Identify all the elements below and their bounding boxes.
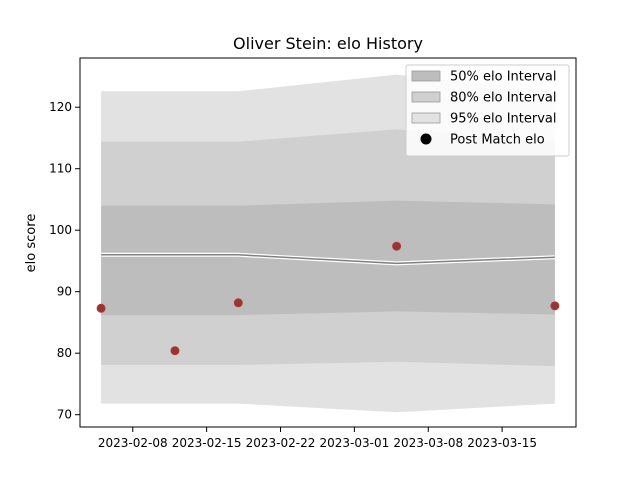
x-tick-label: 2023-03-15 [467,436,537,450]
post-match-point [96,303,106,313]
y-tick-label: 110 [49,162,72,176]
legend-swatch-1 [411,70,441,82]
legend-swatch-2 [411,91,441,103]
x-tick-label: 2023-02-22 [246,436,316,450]
post-match-point [233,298,243,308]
post-match-point [392,241,402,251]
y-tick-label: 80 [57,346,72,360]
legend-label-1: 50% elo Interval [450,70,557,85]
y-axis-label: elo score [24,214,39,273]
legend-marker [420,133,432,145]
post-match-point [170,346,180,356]
legend-label-2: 80% elo Interval [450,91,557,106]
chart-title: Oliver Stein: elo History [233,34,423,53]
y-tick-label: 90 [57,285,72,299]
y-tick-label: 120 [49,100,72,114]
x-tick-label: 2023-02-15 [172,436,242,450]
legend: 50% elo Interval 80% elo Interval 95% elo … [405,64,570,157]
legend-frame [405,64,570,157]
legend-label-3: 95% elo Interval [450,112,557,127]
legend-swatch-3 [411,112,441,124]
axes: 2023-02-08 2023-02-15 2023-02-22 2023-03-01… [49,57,577,450]
x-tick-label: 2023-03-01 [320,436,390,450]
axes-frame [79,57,577,428]
y-tick-label: 70 [57,408,72,422]
post-match-point [550,301,560,311]
x-tick-label: 2023-02-08 [98,436,168,450]
x-tick-label: 2023-03-08 [393,436,463,450]
legend-label-4: Post Match elo [450,133,545,148]
y-tick-label: 100 [49,223,72,237]
median-line [101,254,555,265]
